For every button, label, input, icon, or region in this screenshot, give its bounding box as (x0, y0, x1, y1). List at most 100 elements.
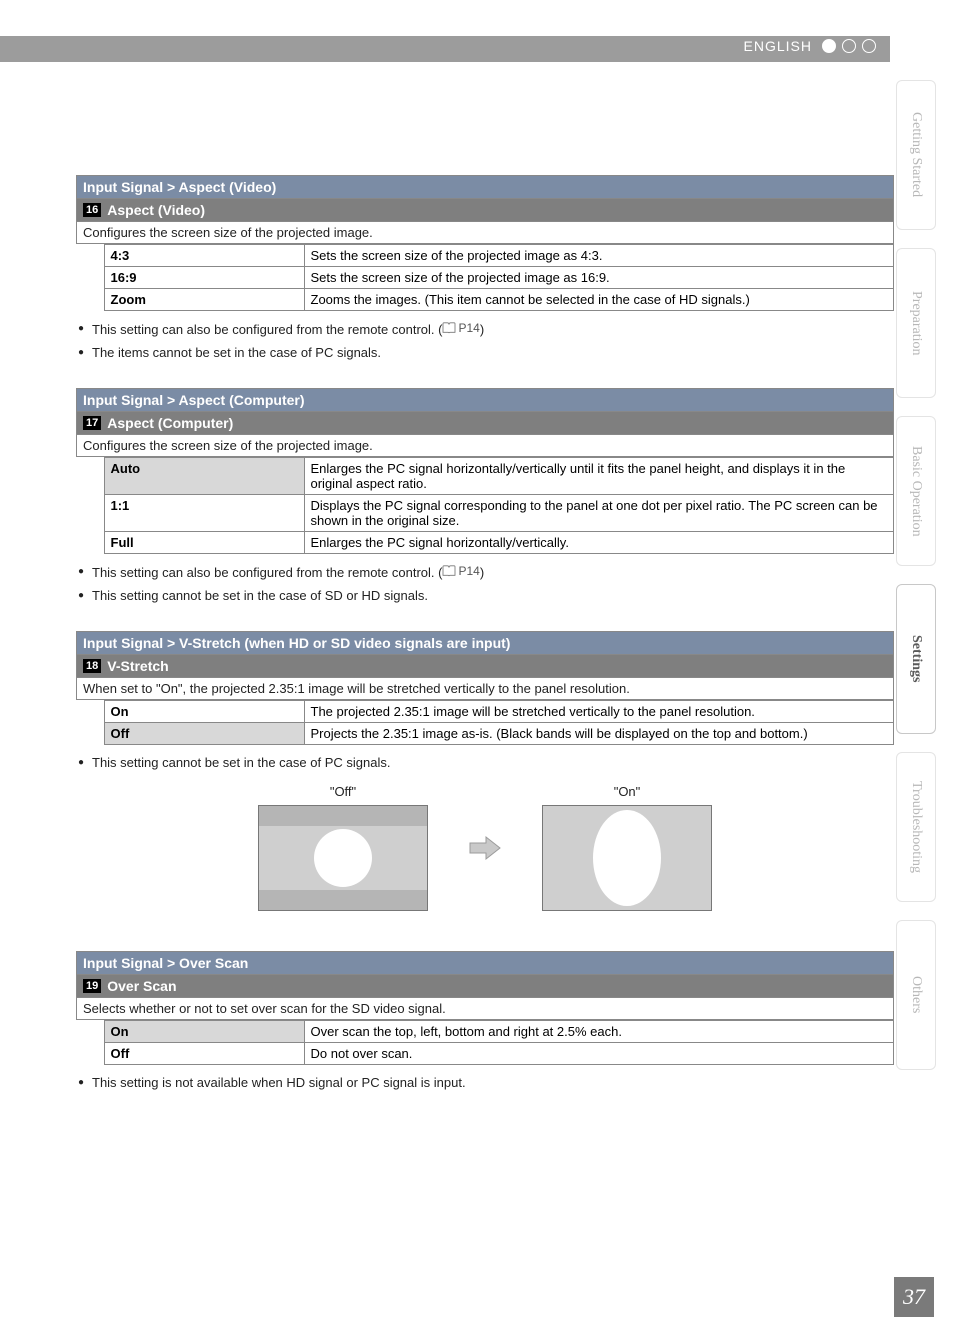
section-breadcrumb: Input Signal > V-Stretch (when HD or SD … (76, 631, 894, 655)
figure-off: "Off" (258, 784, 428, 911)
page-ref-icon: P14 (442, 564, 479, 578)
note-item: The items cannot be set in the case of P… (78, 345, 894, 360)
option-key: 1:1 (104, 495, 304, 532)
table-row: On The projected 2.35:1 image will be st… (76, 701, 894, 723)
page-ref-label: P14 (458, 564, 479, 578)
figure-label-off: "Off" (258, 784, 428, 799)
figure-label-on: "On" (542, 784, 712, 799)
section-breadcrumb: Input Signal > Aspect (Computer) (76, 388, 894, 412)
subsection-title: Aspect (Video) (107, 202, 205, 218)
spacer-cell (76, 458, 104, 495)
step-dot-1-icon (822, 39, 836, 53)
item-number-badge: 16 (83, 203, 101, 217)
tab-basic-operation[interactable]: Basic Operation (896, 416, 936, 566)
subsection-title: Over Scan (107, 978, 176, 994)
option-value: Enlarges the PC signal horizontally/vert… (304, 532, 894, 554)
options-table: Auto Enlarges the PC signal horizontally… (76, 457, 894, 554)
note-item: This setting cannot be set in the case o… (78, 755, 894, 770)
arrow-right-icon (468, 835, 502, 861)
table-row: 4:3 Sets the screen size of the projecte… (76, 245, 894, 267)
table-row: Off Do not over scan. (76, 1043, 894, 1065)
section-breadcrumb: Input Signal > Aspect (Video) (76, 175, 894, 199)
page-content: Input Signal > Aspect (Video) 16 Aspect … (76, 175, 894, 1118)
note-suffix: ) (480, 322, 484, 337)
table-row: Auto Enlarges the PC signal horizontally… (76, 458, 894, 495)
section-aspect-computer: Input Signal > Aspect (Computer) 17 Aspe… (76, 388, 894, 603)
screen-off-icon (258, 805, 428, 911)
option-key: 4:3 (104, 245, 304, 267)
option-value: The projected 2.35:1 image will be stret… (304, 701, 894, 723)
section-aspect-video: Input Signal > Aspect (Video) 16 Aspect … (76, 175, 894, 360)
note-item: This setting can also be configured from… (78, 564, 894, 580)
tab-preparation[interactable]: Preparation (896, 248, 936, 398)
language-label: ENGLISH (744, 38, 812, 54)
subsection-title: V-Stretch (107, 658, 168, 674)
option-value: Sets the screen size of the projected im… (304, 267, 894, 289)
option-key: 16:9 (104, 267, 304, 289)
figure-on: "On" (542, 784, 712, 911)
note-text: This setting can also be configured from… (92, 322, 442, 337)
subsection-header: 19 Over Scan (76, 975, 894, 998)
tab-settings[interactable]: Settings (896, 584, 936, 734)
section-v-stretch: Input Signal > V-Stretch (when HD or SD … (76, 631, 894, 911)
tab-others[interactable]: Others (896, 920, 936, 1070)
page-step-dots (822, 39, 876, 53)
section-description: When set to "On", the projected 2.35:1 i… (76, 678, 894, 700)
subsection-header: 16 Aspect (Video) (76, 199, 894, 222)
section-over-scan: Input Signal > Over Scan 19 Over Scan Se… (76, 951, 894, 1090)
item-number-badge: 17 (83, 416, 101, 430)
tab-getting-started[interactable]: Getting Started (896, 80, 936, 230)
language-indicator: ENGLISH (580, 24, 890, 68)
note-item: This setting can also be configured from… (78, 321, 894, 337)
spacer-cell (76, 289, 104, 311)
option-value: Do not over scan. (304, 1043, 894, 1065)
table-row: Zoom Zooms the images. (This item cannot… (76, 289, 894, 311)
section-description: Configures the screen size of the projec… (76, 222, 894, 244)
option-value: Zooms the images. (This item cannot be s… (304, 289, 894, 311)
option-key: Full (104, 532, 304, 554)
options-table: On Over scan the top, left, bottom and r… (76, 1020, 894, 1065)
page-number: 37 (894, 1277, 934, 1317)
section-description: Configures the screen size of the projec… (76, 435, 894, 457)
notes-list: This setting can also be configured from… (78, 564, 894, 603)
option-value: Enlarges the PC signal horizontally/vert… (304, 458, 894, 495)
subsection-title: Aspect (Computer) (107, 415, 233, 431)
table-row: Full Enlarges the PC signal horizontally… (76, 532, 894, 554)
note-item: This setting cannot be set in the case o… (78, 588, 894, 603)
table-row: 1:1 Displays the PC signal corresponding… (76, 495, 894, 532)
option-value: Displays the PC signal corresponding to … (304, 495, 894, 532)
table-row: On Over scan the top, left, bottom and r… (76, 1021, 894, 1043)
tab-troubleshooting[interactable]: Troubleshooting (896, 752, 936, 902)
spacer-cell (76, 245, 104, 267)
options-table: 4:3 Sets the screen size of the projecte… (76, 244, 894, 311)
option-key: Zoom (104, 289, 304, 311)
option-key: Auto (104, 458, 304, 495)
spacer-cell (76, 532, 104, 554)
chapter-tabs: Getting Started Preparation Basic Operat… (896, 80, 936, 1070)
item-number-badge: 19 (83, 979, 101, 993)
table-row: 16:9 Sets the screen size of the project… (76, 267, 894, 289)
spacer-cell (76, 701, 104, 723)
option-key: Off (104, 1043, 304, 1065)
page-ref-label: P14 (458, 321, 479, 335)
notes-list: This setting is not available when HD si… (78, 1075, 894, 1090)
option-value: Over scan the top, left, bottom and righ… (304, 1021, 894, 1043)
spacer-cell (76, 267, 104, 289)
step-dot-2-icon (842, 39, 856, 53)
subsection-header: 17 Aspect (Computer) (76, 412, 894, 435)
note-suffix: ) (480, 565, 484, 580)
table-row: Off Projects the 2.35:1 image as-is. (Bl… (76, 723, 894, 745)
note-text: This setting can also be configured from… (92, 565, 442, 580)
page-ref-icon: P14 (442, 321, 479, 335)
options-table: On The projected 2.35:1 image will be st… (76, 700, 894, 745)
option-value: Sets the screen size of the projected im… (304, 245, 894, 267)
spacer-cell (76, 723, 104, 745)
option-key: On (104, 701, 304, 723)
screen-on-icon (542, 805, 712, 911)
section-breadcrumb: Input Signal > Over Scan (76, 951, 894, 975)
note-item: This setting is not available when HD si… (78, 1075, 894, 1090)
section-description: Selects whether or not to set over scan … (76, 998, 894, 1020)
spacer-cell (76, 495, 104, 532)
notes-list: This setting cannot be set in the case o… (78, 755, 894, 770)
option-value: Projects the 2.35:1 image as-is. (Black … (304, 723, 894, 745)
